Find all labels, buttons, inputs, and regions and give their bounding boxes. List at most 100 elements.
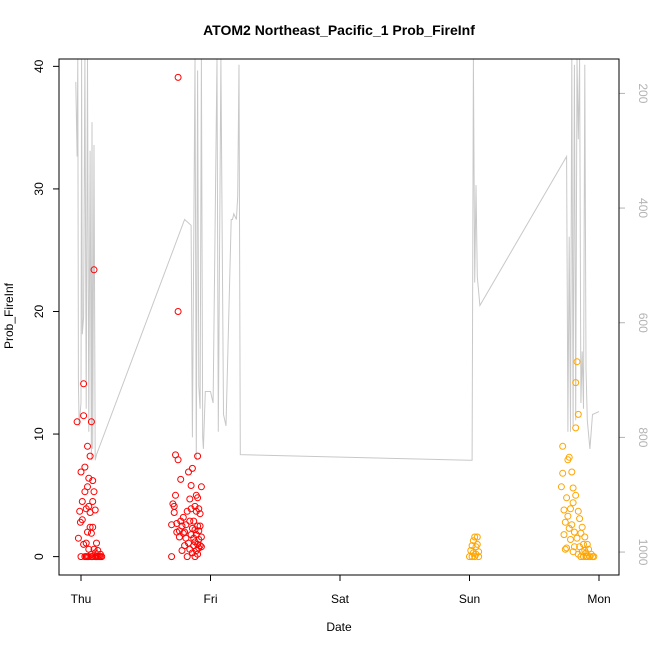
data-point — [178, 522, 186, 530]
data-point — [84, 483, 91, 491]
data-point — [90, 545, 98, 553]
data-point — [573, 534, 581, 542]
data-point — [98, 553, 106, 561]
data-point — [179, 513, 187, 521]
x-tick-label: Sat — [331, 592, 350, 606]
chart-title: ATOM2 Northeast_Pacific_1 Prob_FireInf — [203, 22, 475, 38]
data-point — [196, 542, 204, 550]
data-point — [475, 548, 483, 556]
data-point — [188, 464, 196, 472]
data-point — [471, 533, 479, 541]
data-point — [194, 452, 202, 460]
y-tick-label: 0 — [32, 553, 46, 560]
x-tick-label: Mon — [587, 592, 610, 606]
y-tick-label: 40 — [32, 59, 46, 73]
data-point — [82, 539, 90, 547]
data-point — [89, 477, 97, 485]
data-point — [195, 527, 203, 535]
data-point — [573, 358, 581, 366]
data-point — [564, 512, 572, 520]
data-point — [195, 505, 203, 513]
data-point — [583, 540, 591, 548]
data-point — [80, 412, 88, 420]
data-point — [561, 518, 569, 526]
data-point — [559, 442, 567, 450]
data-point — [568, 468, 576, 476]
data-point — [190, 517, 198, 525]
data-point — [197, 533, 205, 541]
data-point — [581, 533, 589, 541]
data-point — [90, 266, 98, 274]
data-point — [84, 442, 91, 450]
data-point — [576, 515, 584, 523]
data-point — [561, 545, 569, 553]
data-point — [89, 523, 97, 531]
data-point — [93, 539, 100, 547]
data-point — [194, 522, 202, 530]
y2-tick-label: 600 — [636, 313, 650, 333]
plot-frame — [58, 58, 620, 576]
data-point — [74, 534, 82, 542]
data-point — [560, 531, 568, 539]
data-point — [567, 505, 574, 513]
data-point — [86, 452, 94, 460]
data-point — [77, 468, 85, 476]
data-point — [468, 542, 476, 550]
data-point — [563, 544, 571, 552]
x-tick-label: Thu — [71, 592, 92, 606]
y-axis-label: Prob_FireInf — [2, 282, 16, 349]
data-point — [563, 494, 571, 502]
data-point — [574, 410, 582, 418]
y2-tick-label: 800 — [636, 427, 650, 447]
data-point — [565, 453, 573, 461]
data-point — [590, 553, 598, 561]
data-points-layer — [73, 73, 598, 561]
data-point — [174, 308, 182, 315]
data-point — [578, 523, 586, 531]
data-point — [569, 484, 577, 492]
data-point — [89, 498, 97, 505]
data-point — [559, 469, 567, 477]
data-point — [572, 424, 580, 432]
data-point — [172, 491, 179, 499]
data-point — [73, 418, 81, 426]
data-point — [87, 418, 95, 426]
data-point — [186, 517, 194, 525]
data-point — [557, 483, 565, 491]
y-tick-label: 20 — [32, 304, 46, 318]
data-point — [570, 528, 578, 536]
y-tick-label: 30 — [32, 182, 46, 196]
data-point — [567, 536, 574, 543]
y-tick-label: 10 — [32, 427, 46, 441]
data-point — [90, 488, 98, 496]
data-point — [568, 521, 576, 529]
data-point — [183, 553, 191, 561]
data-point — [78, 498, 86, 505]
data-point — [572, 491, 580, 499]
data-point — [81, 463, 89, 471]
y2-tick-label: 1000 — [636, 539, 650, 566]
x-tick-label: Fri — [204, 592, 218, 606]
y2-tick-label: 400 — [636, 198, 650, 218]
data-point — [574, 507, 582, 515]
data-point — [76, 507, 84, 515]
y2-tick-label: 200 — [636, 83, 650, 103]
data-point — [168, 521, 176, 529]
data-point — [469, 537, 477, 545]
data-point — [560, 506, 568, 514]
data-point — [197, 543, 205, 551]
x-axis-label: Date — [326, 620, 352, 634]
data-point — [168, 553, 176, 561]
data-point — [473, 540, 481, 548]
data-point — [570, 543, 578, 551]
data-point — [91, 506, 99, 514]
data-point — [174, 73, 182, 81]
data-point — [196, 510, 204, 518]
data-point — [80, 380, 88, 388]
data-point — [572, 379, 580, 387]
data-point — [185, 468, 192, 476]
data-point — [177, 475, 185, 483]
data-point — [182, 521, 190, 529]
